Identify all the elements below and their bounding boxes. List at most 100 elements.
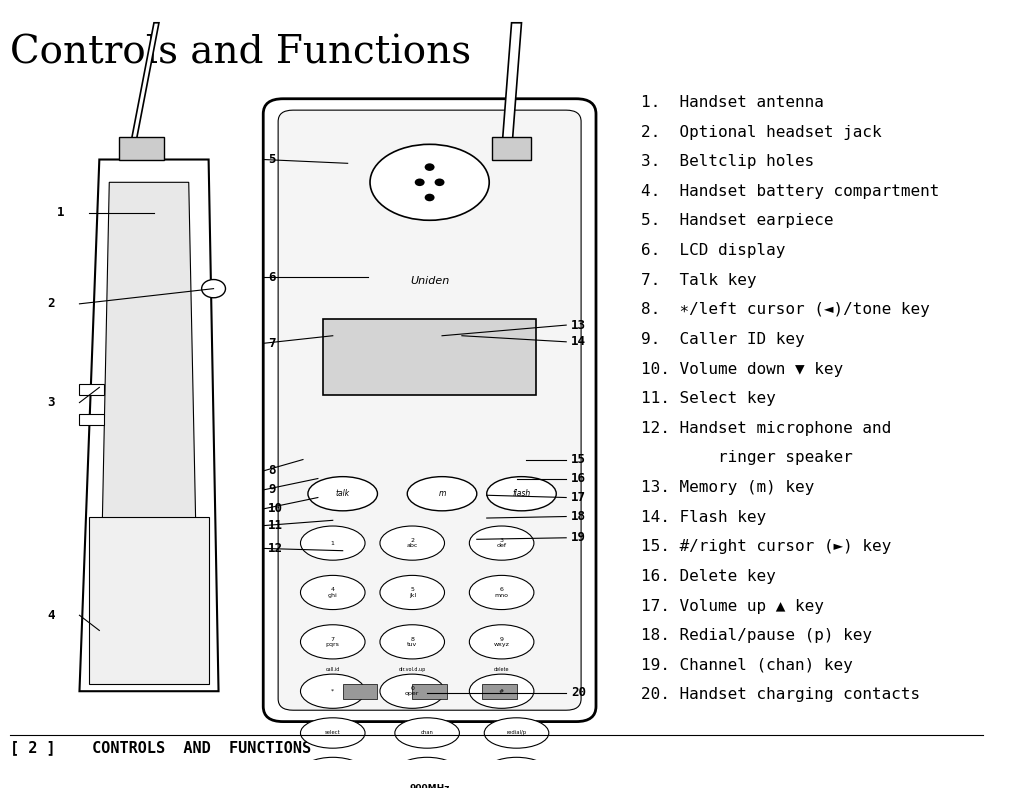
Text: 1.  Handset antenna: 1. Handset antenna <box>640 95 824 110</box>
Text: Uniden: Uniden <box>410 276 449 286</box>
FancyBboxPatch shape <box>279 110 581 710</box>
Ellipse shape <box>308 477 378 511</box>
Text: Controls and Functions: Controls and Functions <box>10 34 471 71</box>
Text: *: * <box>331 689 334 693</box>
Text: 17: 17 <box>571 491 587 504</box>
Text: 12: 12 <box>268 542 284 555</box>
Text: 2
abc: 2 abc <box>406 538 418 548</box>
Ellipse shape <box>301 718 365 748</box>
Text: redial/p: redial/p <box>506 730 527 735</box>
Text: 8.  ∗/left cursor (◄)/tone key: 8. ∗/left cursor (◄)/tone key <box>640 303 930 318</box>
Text: [ 2 ]    CONTROLS  AND  FUNCTIONS: [ 2 ] CONTROLS AND FUNCTIONS <box>10 741 311 756</box>
Text: 5
jkl: 5 jkl <box>408 587 416 597</box>
Text: 4.  Handset battery compartment: 4. Handset battery compartment <box>640 184 939 199</box>
Text: 10. Volume down ▼ key: 10. Volume down ▼ key <box>640 362 843 377</box>
Bar <box>342 684 378 699</box>
Ellipse shape <box>301 526 365 560</box>
Ellipse shape <box>370 144 489 221</box>
Text: 3.  Beltclip holes: 3. Beltclip holes <box>640 154 814 169</box>
Text: 0
oper: 0 oper <box>405 686 419 697</box>
Text: 9
wxyz: 9 wxyz <box>493 637 510 647</box>
Ellipse shape <box>469 526 534 560</box>
Ellipse shape <box>380 575 445 610</box>
Text: 14. Flash key: 14. Flash key <box>640 510 766 525</box>
Polygon shape <box>491 137 532 159</box>
Bar <box>79 384 104 395</box>
Text: flash: flash <box>513 489 531 498</box>
Circle shape <box>424 163 435 171</box>
Polygon shape <box>501 23 522 152</box>
Text: 2: 2 <box>48 297 55 310</box>
Ellipse shape <box>395 757 460 788</box>
Bar <box>323 319 537 395</box>
Bar <box>89 516 209 684</box>
Ellipse shape <box>301 757 365 788</box>
Text: 6.  LCD display: 6. LCD display <box>640 243 785 258</box>
Text: 11. Select key: 11. Select key <box>640 391 775 406</box>
Ellipse shape <box>301 625 365 659</box>
Bar <box>79 414 104 426</box>
Ellipse shape <box>484 718 549 748</box>
Circle shape <box>202 280 226 298</box>
Text: chan: chan <box>420 730 434 735</box>
Text: 13. Memory (m) key: 13. Memory (m) key <box>640 480 814 495</box>
Text: 10: 10 <box>268 503 284 515</box>
Ellipse shape <box>486 477 556 511</box>
Polygon shape <box>120 137 164 159</box>
Text: 13: 13 <box>571 318 587 332</box>
Text: 8
tuv: 8 tuv <box>407 637 417 647</box>
Text: 900MHz: 900MHz <box>409 784 450 788</box>
FancyBboxPatch shape <box>263 98 596 722</box>
Text: 3
def: 3 def <box>496 538 506 548</box>
Text: 7: 7 <box>268 336 276 350</box>
Text: 12. Handset microphone and: 12. Handset microphone and <box>640 421 891 436</box>
Ellipse shape <box>469 625 534 659</box>
Text: 3: 3 <box>48 396 55 409</box>
Text: 16: 16 <box>571 472 587 485</box>
Text: 14: 14 <box>571 336 587 348</box>
Text: call.id: call.id <box>325 667 340 672</box>
Bar <box>482 684 517 699</box>
Polygon shape <box>79 159 219 691</box>
Text: select: select <box>325 730 340 735</box>
Text: 15: 15 <box>571 453 587 466</box>
Text: delete: delete <box>494 667 510 672</box>
Ellipse shape <box>301 575 365 610</box>
Ellipse shape <box>380 625 445 659</box>
Ellipse shape <box>380 526 445 560</box>
Circle shape <box>435 179 445 186</box>
Text: 7.  Talk key: 7. Talk key <box>640 273 756 288</box>
Text: 20. Handset charging contacts: 20. Handset charging contacts <box>640 687 920 702</box>
Text: 15. #/right cursor (►) key: 15. #/right cursor (►) key <box>640 539 891 554</box>
Polygon shape <box>129 23 159 152</box>
Circle shape <box>414 179 424 186</box>
Polygon shape <box>99 182 199 668</box>
Ellipse shape <box>469 674 534 708</box>
Text: 4
ghi: 4 ghi <box>328 587 337 597</box>
Ellipse shape <box>469 575 534 610</box>
Text: 2.  Optional headset jack: 2. Optional headset jack <box>640 125 881 139</box>
Text: 6
mno: 6 mno <box>494 587 509 597</box>
Circle shape <box>424 194 435 201</box>
Text: 16. Delete key: 16. Delete key <box>640 569 775 584</box>
Text: 9.  Caller ID key: 9. Caller ID key <box>640 332 804 347</box>
Text: m: m <box>439 489 446 498</box>
Text: ringer speaker: ringer speaker <box>640 451 853 466</box>
Ellipse shape <box>301 674 365 708</box>
Text: 5: 5 <box>268 153 276 166</box>
Text: 1: 1 <box>57 206 65 219</box>
Text: 8: 8 <box>268 464 276 478</box>
Text: 7
pqrs: 7 pqrs <box>326 637 339 647</box>
Text: 20: 20 <box>571 686 587 699</box>
Text: 19: 19 <box>571 531 587 545</box>
Text: 18: 18 <box>571 510 587 523</box>
Text: 4: 4 <box>48 609 55 622</box>
Text: 6: 6 <box>268 271 276 284</box>
Text: talk: talk <box>335 489 349 498</box>
Text: 18. Redial/pause (p) key: 18. Redial/pause (p) key <box>640 628 872 643</box>
Ellipse shape <box>395 718 460 748</box>
Text: 5.  Handset earpiece: 5. Handset earpiece <box>640 214 834 229</box>
Text: 9: 9 <box>268 483 276 496</box>
Ellipse shape <box>380 674 445 708</box>
Text: #: # <box>499 689 504 693</box>
